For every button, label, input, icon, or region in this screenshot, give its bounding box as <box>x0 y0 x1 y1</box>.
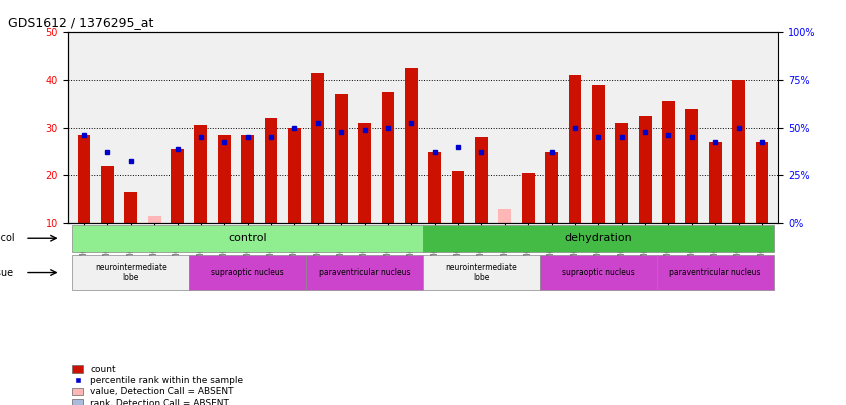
Legend: count, percentile rank within the sample, value, Detection Call = ABSENT, rank, : count, percentile rank within the sample… <box>72 365 244 405</box>
Text: supraoptic nucleus: supraoptic nucleus <box>212 268 284 277</box>
Bar <box>335 94 348 223</box>
Bar <box>171 149 184 223</box>
Bar <box>592 85 605 223</box>
Bar <box>241 135 254 223</box>
Bar <box>540 256 656 290</box>
Bar <box>288 128 301 223</box>
Text: paraventricular nucleus: paraventricular nucleus <box>669 268 761 277</box>
Bar <box>615 123 628 223</box>
Text: paraventricular nucleus: paraventricular nucleus <box>319 268 410 277</box>
Bar <box>78 135 91 223</box>
Text: protocol: protocol <box>0 233 14 243</box>
Bar <box>428 151 441 223</box>
Text: neurointermediate
lobe: neurointermediate lobe <box>446 263 517 282</box>
Bar <box>452 171 464 223</box>
Bar <box>569 75 581 223</box>
Text: GDS1612 / 1376295_at: GDS1612 / 1376295_at <box>8 15 154 29</box>
Bar <box>709 142 722 223</box>
Bar <box>732 80 745 223</box>
Bar <box>662 102 675 223</box>
Bar <box>195 125 207 223</box>
Bar <box>522 173 535 223</box>
Bar <box>218 135 231 223</box>
Bar <box>358 123 371 223</box>
Bar <box>265 118 277 223</box>
Bar <box>423 224 773 252</box>
Text: neurointermediate
lobe: neurointermediate lobe <box>95 263 167 282</box>
Bar <box>148 216 161 223</box>
Bar <box>311 73 324 223</box>
Bar <box>101 166 114 223</box>
Bar <box>685 109 698 223</box>
Bar <box>475 137 488 223</box>
Bar <box>382 92 394 223</box>
Text: control: control <box>228 233 267 243</box>
Bar <box>656 256 773 290</box>
Bar <box>124 192 137 223</box>
Bar <box>639 116 651 223</box>
Text: supraoptic nucleus: supraoptic nucleus <box>562 268 634 277</box>
Bar <box>73 224 423 252</box>
Bar <box>545 151 558 223</box>
Bar <box>306 256 423 290</box>
Bar <box>423 256 540 290</box>
Bar <box>190 256 306 290</box>
Bar <box>755 142 768 223</box>
Bar <box>73 256 190 290</box>
Text: dehydration: dehydration <box>564 233 632 243</box>
Bar <box>498 209 511 223</box>
Text: tissue: tissue <box>0 268 14 277</box>
Bar <box>405 68 418 223</box>
